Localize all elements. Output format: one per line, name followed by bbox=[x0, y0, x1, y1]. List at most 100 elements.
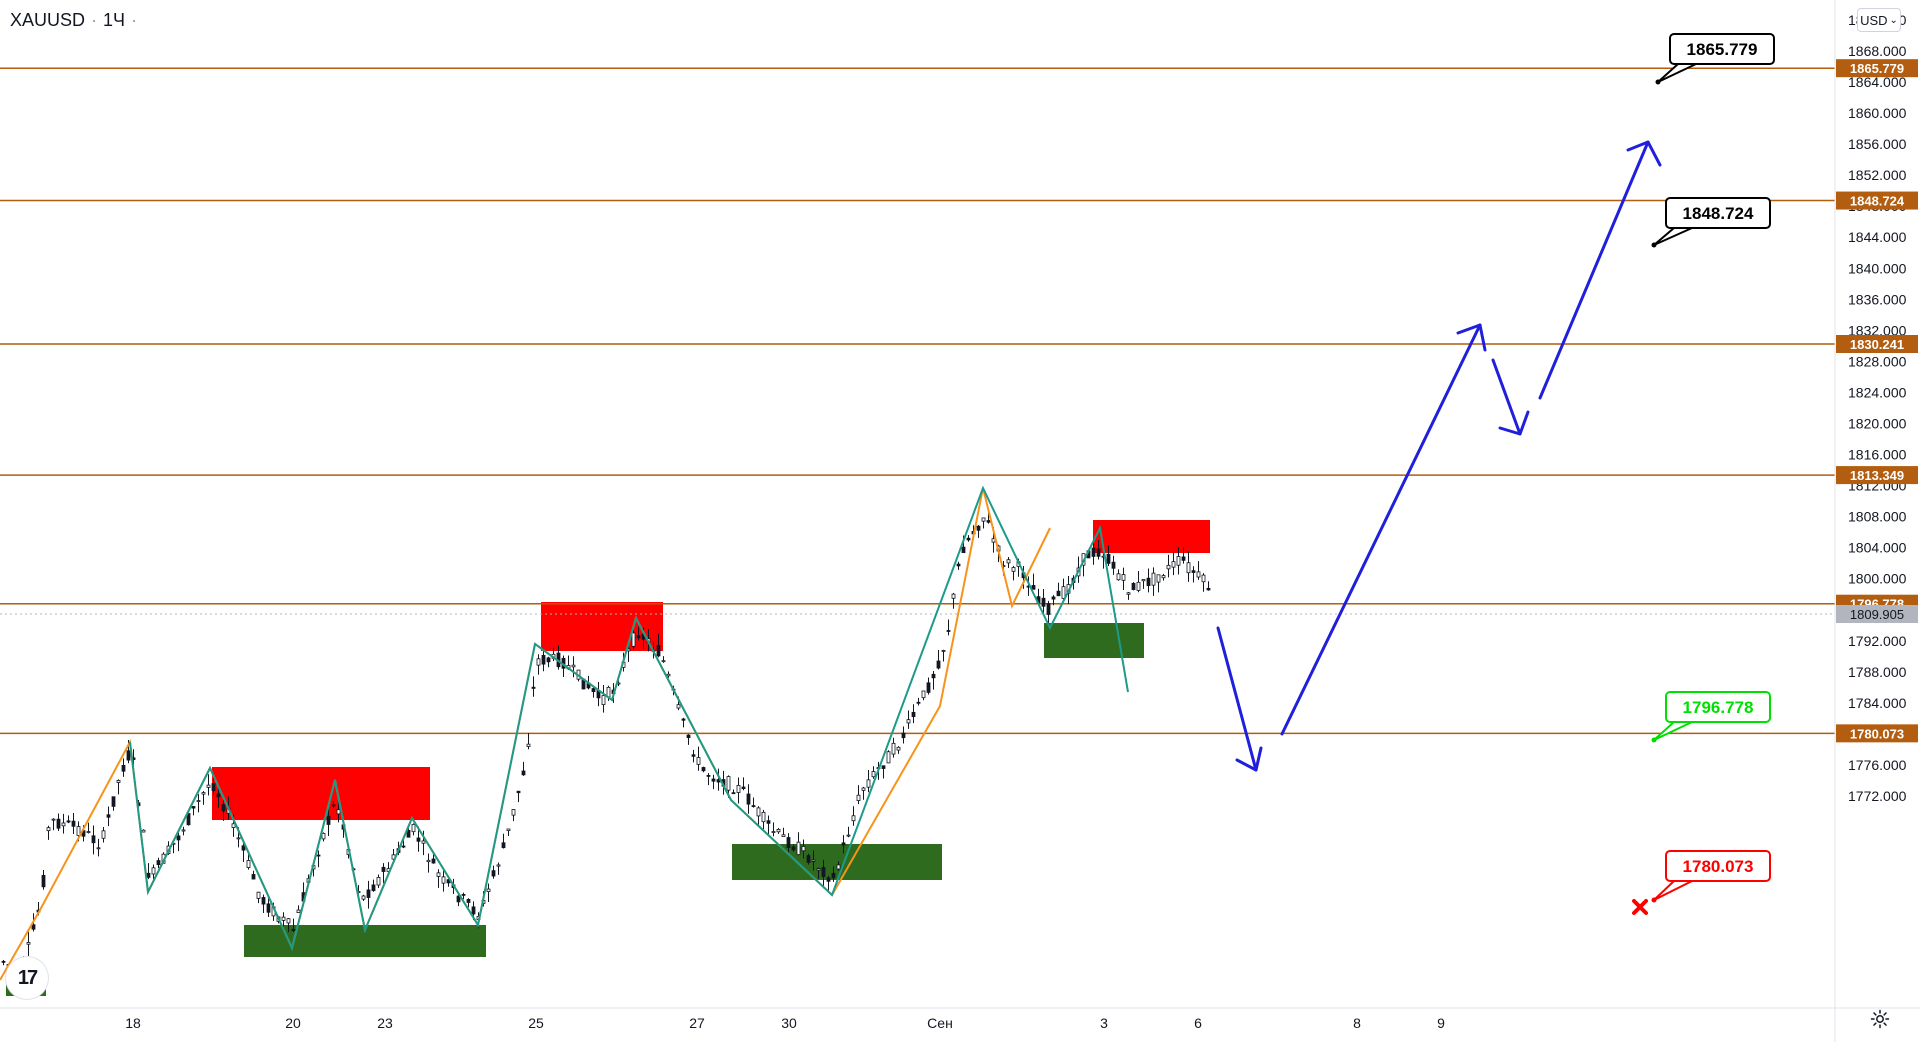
level-tags: 1865.7791848.7241830.2411813.3491796.778… bbox=[1836, 59, 1918, 743]
candle bbox=[796, 832, 801, 856]
price-tick-label: 1860.000 bbox=[1848, 105, 1907, 121]
candle bbox=[546, 656, 551, 668]
candle bbox=[861, 786, 866, 800]
candle bbox=[1061, 578, 1066, 601]
candle bbox=[96, 838, 101, 857]
candle bbox=[826, 875, 831, 891]
price-tick-label: 1772.000 bbox=[1848, 788, 1907, 804]
candle bbox=[521, 761, 526, 776]
candle bbox=[1206, 581, 1211, 591]
candle bbox=[741, 777, 746, 791]
callouts-layer[interactable]: 1865.779 1848.724 1796.778 1780.073 bbox=[1651, 33, 1775, 903]
price-callout[interactable]: 1780.073 bbox=[1651, 850, 1771, 903]
candle bbox=[1191, 566, 1196, 583]
callout-label: 1848.724 bbox=[1683, 204, 1754, 223]
time-tick-label: 27 bbox=[689, 1015, 705, 1031]
chart-pane[interactable] bbox=[0, 0, 1835, 1008]
candle bbox=[706, 773, 711, 786]
close-icon bbox=[1632, 899, 1648, 915]
price-tick-label: 1800.000 bbox=[1848, 571, 1907, 587]
logo-text: 17 bbox=[17, 966, 38, 989]
candle bbox=[86, 822, 91, 834]
candle bbox=[1091, 539, 1096, 565]
candle bbox=[151, 864, 156, 880]
symbol-title[interactable]: XAUUSD · 1Ч · bbox=[10, 10, 143, 31]
candle bbox=[46, 825, 51, 840]
price-callout[interactable]: 1848.724 bbox=[1651, 197, 1771, 248]
levels-layer[interactable] bbox=[0, 67, 1835, 735]
time-tick-label: 25 bbox=[528, 1015, 544, 1031]
candle bbox=[456, 894, 461, 907]
candle bbox=[591, 687, 596, 698]
candle bbox=[816, 867, 821, 879]
demand-zone bbox=[732, 844, 942, 880]
candle bbox=[931, 671, 936, 690]
candle bbox=[701, 766, 706, 773]
candle bbox=[1151, 567, 1156, 596]
candle bbox=[261, 894, 266, 913]
candle bbox=[61, 813, 66, 834]
candle bbox=[801, 839, 806, 859]
candle bbox=[951, 592, 956, 609]
candle bbox=[841, 835, 846, 854]
candle bbox=[1096, 539, 1101, 560]
price-tick-label: 1792.000 bbox=[1848, 633, 1907, 649]
candle bbox=[871, 766, 876, 779]
candle bbox=[41, 870, 46, 890]
price-callout[interactable]: 1865.779 bbox=[1655, 33, 1775, 85]
candle bbox=[786, 833, 791, 853]
level-tag-label: 1780.073 bbox=[1850, 726, 1904, 741]
candle bbox=[361, 894, 366, 901]
gear-icon[interactable] bbox=[1867, 1006, 1893, 1032]
time-axis[interactable]: 18 20 23 25 27 30 Сен 3 6 8 9 bbox=[125, 1015, 1445, 1031]
candle bbox=[366, 880, 371, 909]
level-price-tag: 1865.779 bbox=[1836, 59, 1918, 78]
candle bbox=[791, 844, 796, 852]
candle bbox=[181, 826, 186, 836]
candle bbox=[111, 796, 116, 811]
callout-label: 1865.779 bbox=[1687, 40, 1758, 59]
time-tick-label: 23 bbox=[377, 1015, 393, 1031]
candle bbox=[811, 850, 816, 871]
candle bbox=[321, 832, 326, 842]
candle bbox=[491, 865, 496, 879]
candle bbox=[736, 777, 741, 804]
candle bbox=[106, 806, 111, 827]
candle bbox=[601, 684, 606, 713]
candle bbox=[1196, 561, 1201, 580]
zigzag-line-down bbox=[129, 485, 1129, 951]
candle bbox=[401, 840, 406, 849]
candle bbox=[686, 734, 691, 745]
price-callout[interactable]: 1796.778 bbox=[1651, 691, 1771, 743]
price-tick-label: 1836.000 bbox=[1848, 291, 1907, 307]
candle bbox=[1166, 554, 1171, 578]
supply-zone bbox=[1093, 520, 1210, 553]
price-axis[interactable]: 1872.0001868.0001864.0001860.0001856.000… bbox=[1848, 12, 1907, 804]
candle bbox=[1056, 582, 1061, 597]
candle bbox=[711, 774, 716, 790]
candle bbox=[526, 733, 531, 750]
time-tick-label: 8 bbox=[1353, 1015, 1361, 1031]
candle bbox=[156, 857, 161, 869]
separator-2: · bbox=[131, 10, 138, 30]
candle bbox=[1146, 568, 1151, 593]
candle bbox=[296, 905, 301, 913]
time-tick-label: 18 bbox=[125, 1015, 141, 1031]
candle bbox=[661, 656, 666, 663]
tradingview-logo[interactable]: 17 bbox=[6, 957, 48, 999]
callout-label: 1796.778 bbox=[1683, 698, 1754, 717]
separator: · bbox=[91, 10, 98, 30]
time-tick-label: 30 bbox=[781, 1015, 797, 1031]
candle bbox=[946, 619, 951, 636]
currency-button[interactable]: USD ⌄ bbox=[1857, 8, 1901, 32]
candle bbox=[1111, 555, 1116, 575]
candle bbox=[656, 633, 661, 658]
price-tick-label: 1808.000 bbox=[1848, 509, 1907, 525]
candle bbox=[186, 812, 191, 826]
candle bbox=[486, 883, 491, 903]
candle bbox=[26, 931, 31, 956]
candle bbox=[831, 866, 836, 882]
level-tag-label: 1848.724 bbox=[1850, 194, 1905, 209]
